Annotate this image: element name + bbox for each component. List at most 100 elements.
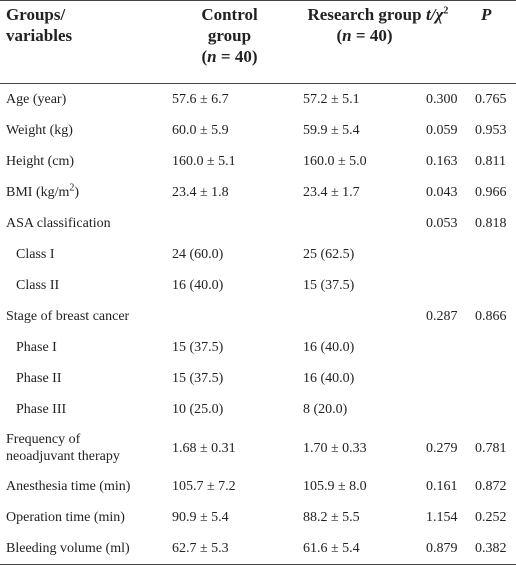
- cell-text: 59.9 ± 5.4: [303, 123, 360, 138]
- table-row: Class I 24 (60.0) 25 (62.5): [0, 239, 516, 270]
- cell: 0.818: [473, 208, 516, 239]
- cell: [473, 239, 516, 270]
- table-row: Frequency of neoadjuvant therapy 1.68 ± 0…: [0, 425, 516, 471]
- cell: [473, 332, 516, 363]
- header-cell: Research group (n = 40): [303, 0, 426, 84]
- cell-text: 0.382: [475, 541, 507, 556]
- table-header: Groups/ variables Control group (n = 40)…: [0, 0, 516, 84]
- cell: [426, 394, 473, 425]
- cell: 105.9 ± 8.0: [303, 471, 426, 502]
- row-label: Class II: [0, 270, 170, 301]
- header-text: = 40): [216, 47, 258, 66]
- header-text: (: [336, 26, 343, 45]
- table-row: Class II 16 (40.0) 15 (37.5): [0, 270, 516, 301]
- table-row: Anesthesia time (min) 105.7 ± 7.2 105.9 ± …: [0, 471, 516, 502]
- cell-text: 57.6 ± 6.7: [172, 92, 229, 107]
- cell-text: 0.879: [426, 541, 458, 556]
- label-text: Phase III: [16, 402, 67, 417]
- header-text: /χ: [430, 5, 444, 24]
- table-row: Phase I 15 (37.5) 16 (40.0): [0, 332, 516, 363]
- row-label: Weight (kg): [0, 115, 170, 146]
- cell-text: 0.966: [475, 185, 507, 200]
- cell-text: 160.0 ± 5.0: [303, 154, 367, 169]
- header-text: Control: [201, 5, 258, 24]
- row-label: Phase III: [0, 394, 170, 425]
- cell: 0.866: [473, 301, 516, 332]
- cell-text: 16 (40.0): [303, 340, 355, 355]
- cell: 0.382: [473, 533, 516, 565]
- cell: 0.287: [426, 301, 473, 332]
- cell: 160.0 ± 5.1: [170, 146, 303, 177]
- cell: 15 (37.5): [170, 332, 303, 363]
- cell-text: 1.68 ± 0.31: [172, 440, 236, 456]
- label-text: BMI (kg/m: [6, 185, 70, 200]
- cell: [426, 363, 473, 394]
- cell-text: 57.2 ± 5.1: [303, 92, 360, 107]
- row-label: Phase II: [0, 363, 170, 394]
- cell-text: 105.9 ± 8.0: [303, 479, 367, 494]
- header-text: Research group: [307, 5, 422, 24]
- cell-text: 8 (20.0): [303, 402, 348, 417]
- cell: 61.6 ± 5.4: [303, 533, 426, 565]
- label-text: Stage of breast cancer: [6, 309, 130, 324]
- cell: 0.059: [426, 115, 473, 146]
- cell: 0.279: [426, 425, 473, 471]
- cell: 88.2 ± 5.5: [303, 502, 426, 533]
- row-label: BMI (kg/m2): [0, 177, 170, 208]
- cell: 0.765: [473, 84, 516, 116]
- table-row: Phase III 10 (25.0) 8 (20.0): [0, 394, 516, 425]
- cell-text: 90.9 ± 5.4: [172, 510, 229, 525]
- header-text: n: [207, 47, 217, 66]
- cell: 0.043: [426, 177, 473, 208]
- cell: 23.4 ± 1.7: [303, 177, 426, 208]
- header-text: n: [342, 26, 352, 45]
- table-row: Weight (kg) 60.0 ± 5.9 59.9 ± 5.4 0.059 0.95…: [0, 115, 516, 146]
- label-text: Phase II: [16, 371, 62, 386]
- label-text: Class I: [16, 247, 55, 262]
- cell: 0.872: [473, 471, 516, 502]
- cell-text: 0.765: [475, 92, 507, 107]
- cell: 10 (25.0): [170, 394, 303, 425]
- cell-text: 105.7 ± 7.2: [172, 479, 236, 494]
- cell-text: 23.4 ± 1.7: [303, 185, 360, 200]
- cell: [426, 270, 473, 301]
- table-row: Phase II 15 (37.5) 16 (40.0): [0, 363, 516, 394]
- table-row: ASA classification 0.053 0.818: [0, 208, 516, 239]
- cell-text: 15 (37.5): [172, 371, 224, 386]
- label-text: 2: [69, 182, 75, 194]
- cell-text: 160.0 ± 5.1: [172, 154, 236, 169]
- header-text: Groups/: [6, 5, 66, 24]
- row-label: Height (cm): [0, 146, 170, 177]
- label-text: Height (cm): [6, 154, 75, 169]
- header-cell: t/χ2: [426, 0, 473, 84]
- cell: [473, 394, 516, 425]
- cell: [303, 208, 426, 239]
- cell: 0.811: [473, 146, 516, 177]
- cell: 25 (62.5): [303, 239, 426, 270]
- label-text: Anesthesia time (min): [6, 479, 131, 494]
- cell: 0.953: [473, 115, 516, 146]
- cell: [170, 301, 303, 332]
- cell-text: 61.6 ± 5.4: [303, 541, 360, 556]
- cell: 90.9 ± 5.4: [170, 502, 303, 533]
- cell: 16 (40.0): [303, 363, 426, 394]
- table-row: Age (year) 57.6 ± 6.7 57.2 ± 5.1 0.300 0.765: [0, 84, 516, 116]
- row-label: Age (year): [0, 84, 170, 116]
- cell: 16 (40.0): [303, 332, 426, 363]
- cell: 23.4 ± 1.8: [170, 177, 303, 208]
- cell: 0.879: [426, 533, 473, 565]
- cell: 15 (37.5): [170, 363, 303, 394]
- cell-text: 0.053: [426, 216, 458, 231]
- label-text: Weight (kg): [6, 123, 73, 138]
- cell-text: 0.300: [426, 92, 458, 107]
- cell-text: 60.0 ± 5.9: [172, 123, 229, 138]
- header-cell: Groups/ variables: [0, 0, 170, 84]
- cell: 0.053: [426, 208, 473, 239]
- header-text: t: [426, 5, 431, 24]
- cell-text: 16 (40.0): [172, 278, 224, 293]
- cell: 105.7 ± 7.2: [170, 471, 303, 502]
- row-label: Frequency of neoadjuvant therapy: [0, 425, 170, 471]
- cell: [473, 363, 516, 394]
- table-row: Stage of breast cancer 0.287 0.866: [0, 301, 516, 332]
